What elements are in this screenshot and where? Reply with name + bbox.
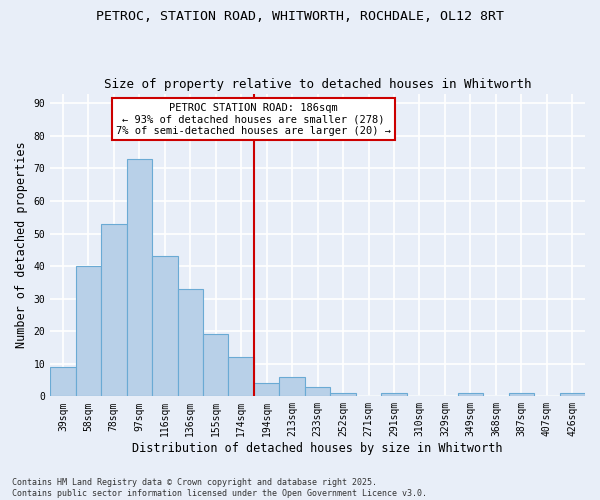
Bar xyxy=(560,393,585,396)
Bar xyxy=(509,393,534,396)
Y-axis label: Number of detached properties: Number of detached properties xyxy=(15,142,28,348)
Bar xyxy=(229,358,254,397)
Text: PETROC STATION ROAD: 186sqm
← 93% of detached houses are smaller (278)
7% of sem: PETROC STATION ROAD: 186sqm ← 93% of det… xyxy=(116,102,391,136)
Text: Contains HM Land Registry data © Crown copyright and database right 2025.
Contai: Contains HM Land Registry data © Crown c… xyxy=(12,478,427,498)
Bar xyxy=(76,266,101,396)
X-axis label: Distribution of detached houses by size in Whitworth: Distribution of detached houses by size … xyxy=(133,442,503,455)
Bar xyxy=(152,256,178,396)
Bar xyxy=(458,393,483,396)
Text: PETROC, STATION ROAD, WHITWORTH, ROCHDALE, OL12 8RT: PETROC, STATION ROAD, WHITWORTH, ROCHDAL… xyxy=(96,10,504,23)
Bar xyxy=(254,384,280,396)
Bar xyxy=(178,289,203,397)
Title: Size of property relative to detached houses in Whitworth: Size of property relative to detached ho… xyxy=(104,78,532,91)
Bar xyxy=(101,224,127,396)
Bar xyxy=(280,377,305,396)
Bar xyxy=(203,334,229,396)
Bar xyxy=(305,386,331,396)
Bar xyxy=(50,367,76,396)
Bar xyxy=(331,393,356,396)
Bar xyxy=(127,158,152,396)
Bar xyxy=(381,393,407,396)
